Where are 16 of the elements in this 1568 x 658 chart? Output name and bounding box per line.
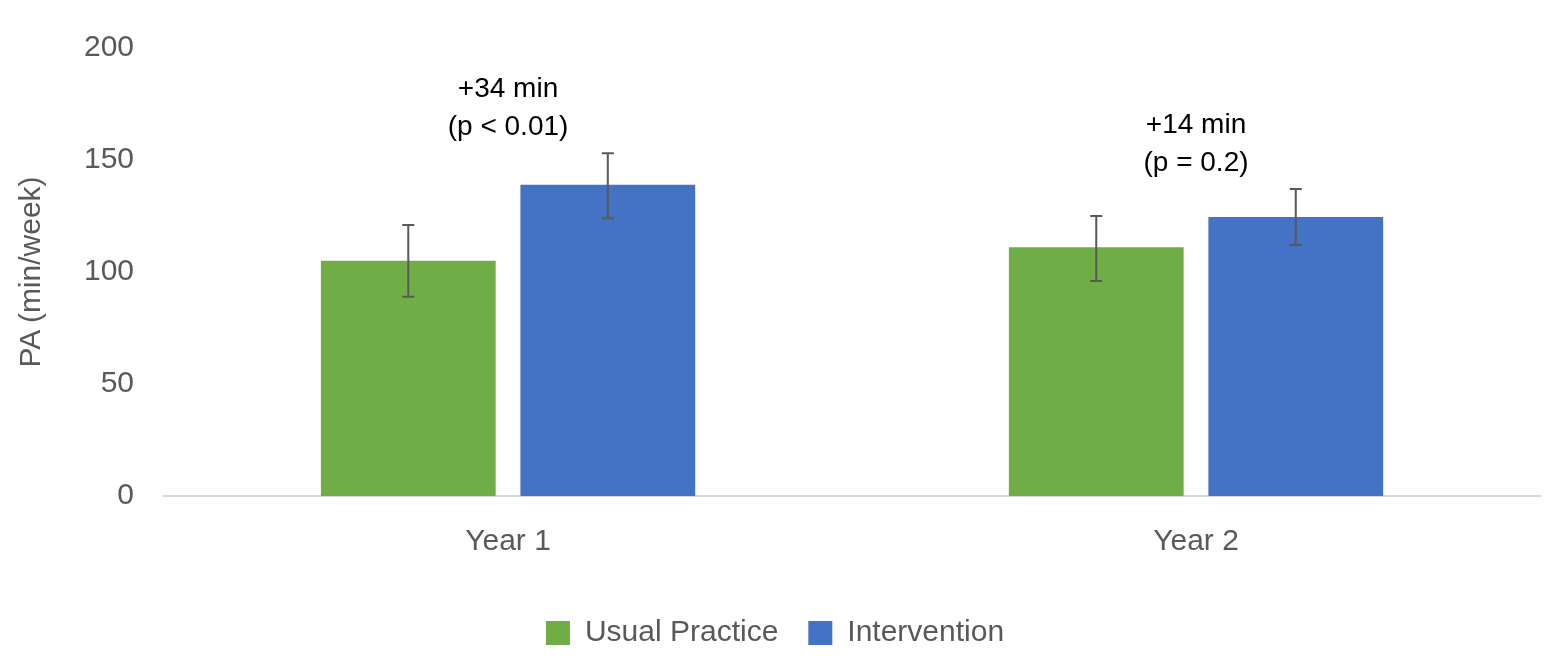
annotation: +34 min (p < 0.01) [447, 72, 569, 141]
y-axis-title: PA (min/week) [13, 176, 47, 368]
legend-label: Intervention [847, 614, 1005, 648]
bar [520, 184, 696, 496]
y-tick-label: 0 [117, 477, 135, 511]
y-tick-label: 50 [100, 365, 135, 399]
bar [320, 260, 496, 496]
y-tick-label: 150 [83, 141, 135, 175]
legend-label: Usual Practice [584, 614, 779, 648]
bar [1008, 247, 1184, 496]
bar [1208, 217, 1384, 496]
y-tick-label: 100 [83, 253, 135, 287]
x-tick-label: Year 2 [1153, 523, 1239, 557]
x-tick-label: Year 1 [465, 523, 551, 557]
y-tick-label: 200 [83, 29, 135, 63]
annotation: +14 min (p = 0.2) [1143, 107, 1249, 177]
